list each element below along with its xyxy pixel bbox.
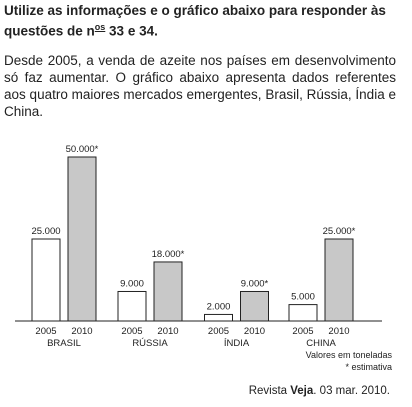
header: Utilize as informações e o gráfico abaix… [4,2,404,40]
bar [117,290,147,322]
year-label: 2010 [244,326,265,337]
paragraph: Desde 2005, a venda de azeite nos países… [4,53,396,119]
year-label: 2010 [71,326,92,337]
value-label: 25.000 [31,226,60,237]
category-label: BRASIL [47,338,81,349]
value-label: 25.000* [323,226,356,237]
value-label: 2.000 [207,301,231,312]
year-label: 2005 [208,326,229,337]
value-label: 5.000 [291,292,315,303]
header-superscript: os [94,22,106,32]
value-label: 50.000* [66,144,99,155]
category-label: ÍNDIA [224,338,250,349]
bar [240,290,269,322]
source-suffix: . 03 mar. 2010. [313,385,390,397]
year-label: 2005 [121,326,142,337]
value-label: 9.000* [241,278,269,289]
header-text: Utilize as informações e o gráfico abaix… [4,3,386,39]
bar [67,156,97,322]
bar [204,313,233,322]
category-label: CHINA [306,338,336,349]
year-label: 2005 [292,326,313,337]
bar [288,304,318,322]
bar [324,238,354,322]
year-label: 2010 [157,326,178,337]
note: * estimativa [345,362,392,372]
source-prefix: Revista [248,385,291,397]
value-label: 18.000* [152,249,185,260]
note: Valores em toneladas [306,350,393,360]
source-title: Veja [290,385,314,397]
bar [153,261,183,322]
year-label: 2005 [35,326,56,337]
bar [31,238,61,322]
category-label: RÚSSIA [132,338,168,349]
year-label: 2010 [328,326,349,337]
value-label: 9.000 [120,278,144,289]
header-text: 33 e 34. [105,23,158,39]
source: Revista Veja. 03 mar. 2010. [249,385,390,397]
